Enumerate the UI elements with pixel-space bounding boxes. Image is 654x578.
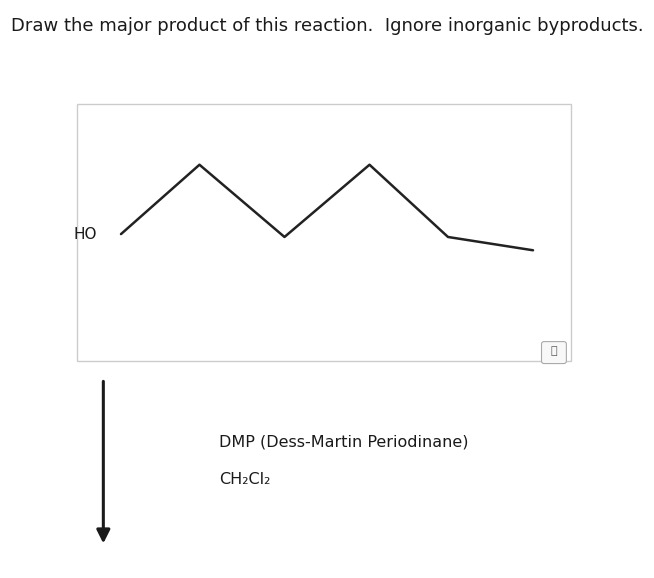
FancyBboxPatch shape xyxy=(77,104,571,361)
Text: CH₂Cl₂: CH₂Cl₂ xyxy=(219,472,271,487)
FancyBboxPatch shape xyxy=(542,342,566,364)
Text: DMP (Dess-Martin Periodinane): DMP (Dess-Martin Periodinane) xyxy=(219,435,468,450)
Text: ⌕: ⌕ xyxy=(551,346,557,357)
Text: Draw the major product of this reaction.  Ignore inorganic byproducts.: Draw the major product of this reaction.… xyxy=(10,17,644,35)
Text: HO: HO xyxy=(73,227,97,242)
